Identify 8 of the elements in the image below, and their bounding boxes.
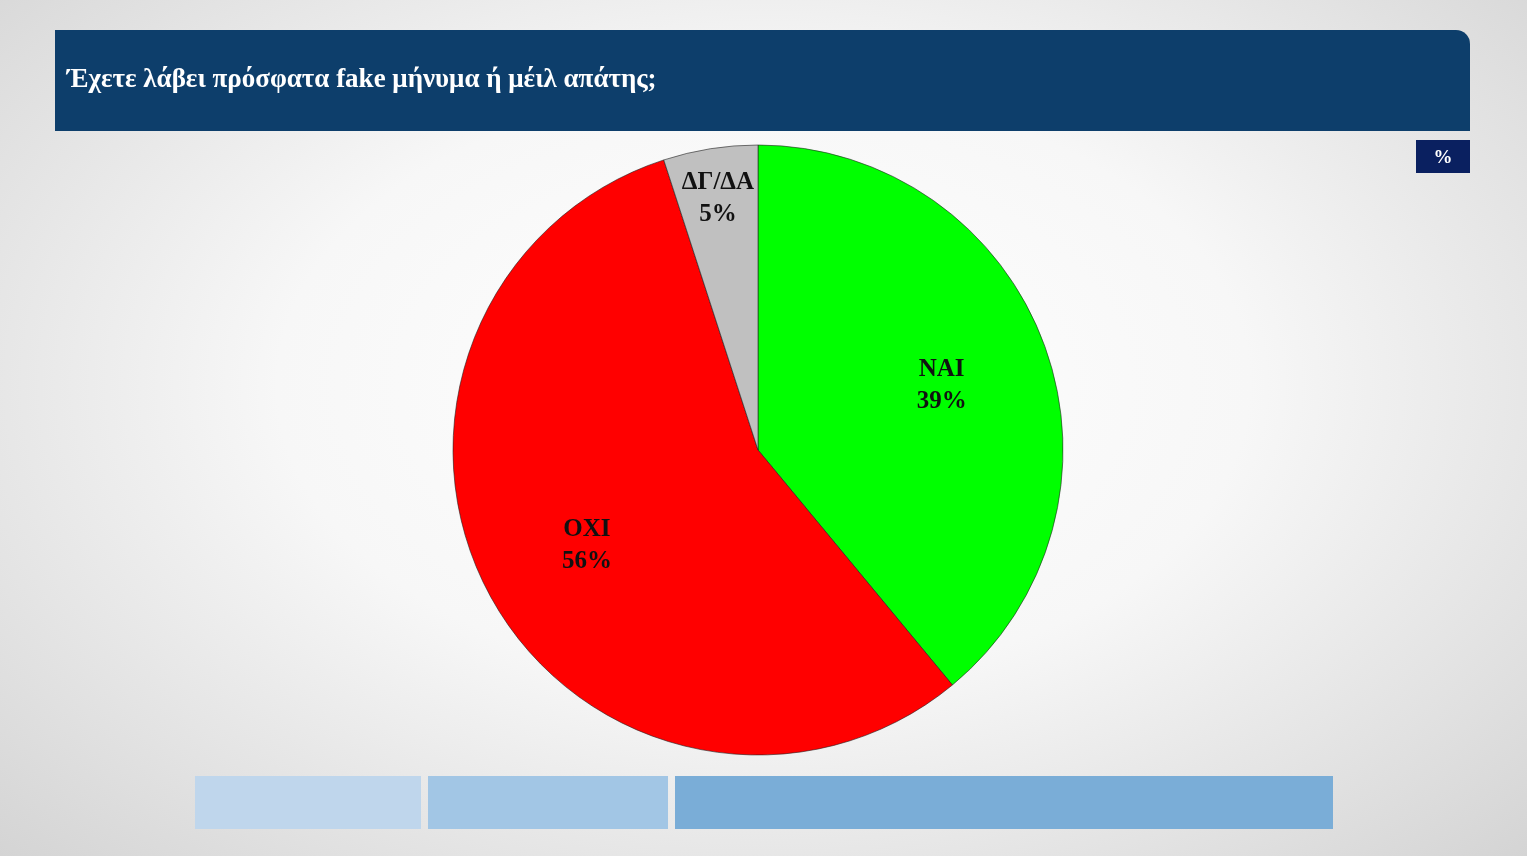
data-label: 56%	[561, 546, 612, 574]
data-label: 39%	[916, 385, 967, 413]
chart-title: Έχετε λάβει πρόσφατα fake μήνυμα ή μέιλ απάτης;	[67, 63, 657, 94]
slice-label: ΝΑΙ	[918, 353, 965, 381]
slice-label: ΔΓ/ΔΑ	[681, 166, 755, 194]
data-label: 5%	[699, 198, 737, 226]
slice-label: ΟΧΙ	[563, 514, 611, 542]
text: %	[1416, 140, 1470, 173]
